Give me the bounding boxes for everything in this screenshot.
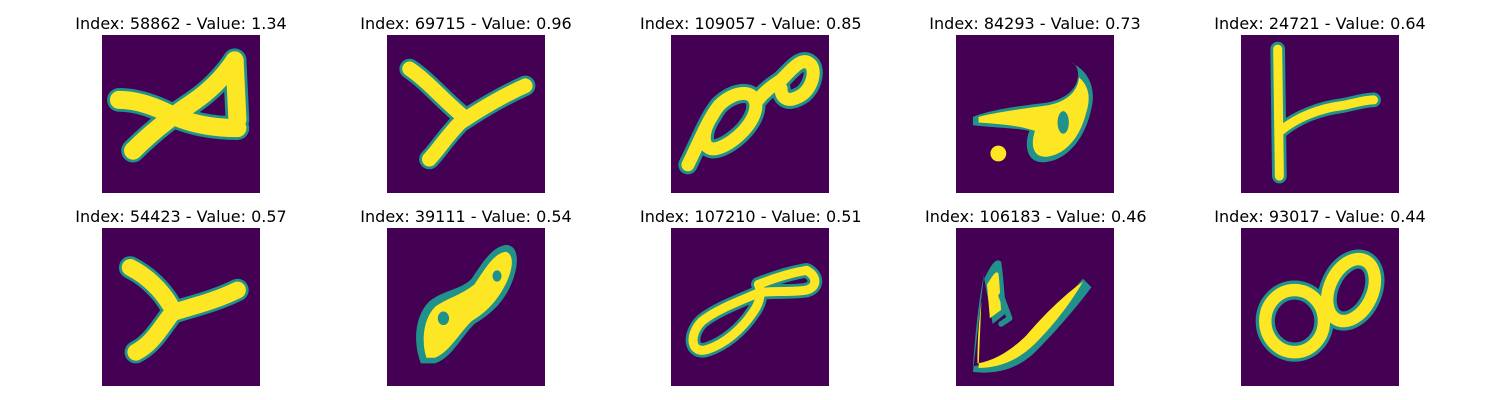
panel-image (1241, 35, 1399, 193)
image-panel: Index: 69715 - Value: 0.96 (356, 14, 576, 204)
glyph-image (671, 228, 829, 386)
glyph-image (1241, 228, 1399, 386)
glyph-image (102, 228, 260, 386)
panel-image (671, 228, 829, 386)
panel-title: Index: 107210 - Value: 0.51 (640, 207, 862, 226)
panel-image (671, 35, 829, 193)
panel-title: Index: 24721 - Value: 0.64 (1214, 14, 1426, 33)
glyph-image (102, 35, 260, 193)
image-panel: Index: 109057 - Value: 0.85 (640, 14, 862, 204)
image-panel: Index: 39111 - Value: 0.54 (356, 207, 576, 397)
glyph-image (1241, 35, 1399, 193)
panel-title: Index: 84293 - Value: 0.73 (929, 14, 1141, 33)
panel-image (956, 35, 1114, 193)
glyph-image (387, 35, 545, 193)
image-panel: Index: 24721 - Value: 0.64 (1210, 14, 1430, 204)
panel-title: Index: 54423 - Value: 0.57 (75, 207, 287, 226)
panel-image (102, 35, 260, 193)
panel-image (1241, 228, 1399, 386)
panel-title: Index: 109057 - Value: 0.85 (640, 14, 862, 33)
panel-image (956, 228, 1114, 386)
image-panel: Index: 58862 - Value: 1.34 (71, 14, 291, 204)
image-panel: Index: 106183 - Value: 0.46 (925, 207, 1147, 397)
panel-image (387, 228, 545, 386)
panel-image (387, 35, 545, 193)
glyph-image (671, 35, 829, 193)
panel-title: Index: 93017 - Value: 0.44 (1214, 207, 1426, 226)
image-panel: Index: 84293 - Value: 0.73 (925, 14, 1145, 204)
panel-title: Index: 58862 - Value: 1.34 (75, 14, 287, 33)
glyph-image (387, 228, 545, 386)
glyph-image (956, 228, 1114, 386)
panel-title: Index: 39111 - Value: 0.54 (360, 207, 572, 226)
panel-title: Index: 106183 - Value: 0.46 (925, 207, 1147, 226)
panel-image (102, 228, 260, 386)
image-panel: Index: 54423 - Value: 0.57 (71, 207, 291, 397)
panel-title: Index: 69715 - Value: 0.96 (360, 14, 572, 33)
image-panel: Index: 93017 - Value: 0.44 (1210, 207, 1430, 397)
glyph-image (956, 35, 1114, 193)
image-panel: Index: 107210 - Value: 0.51 (640, 207, 862, 397)
